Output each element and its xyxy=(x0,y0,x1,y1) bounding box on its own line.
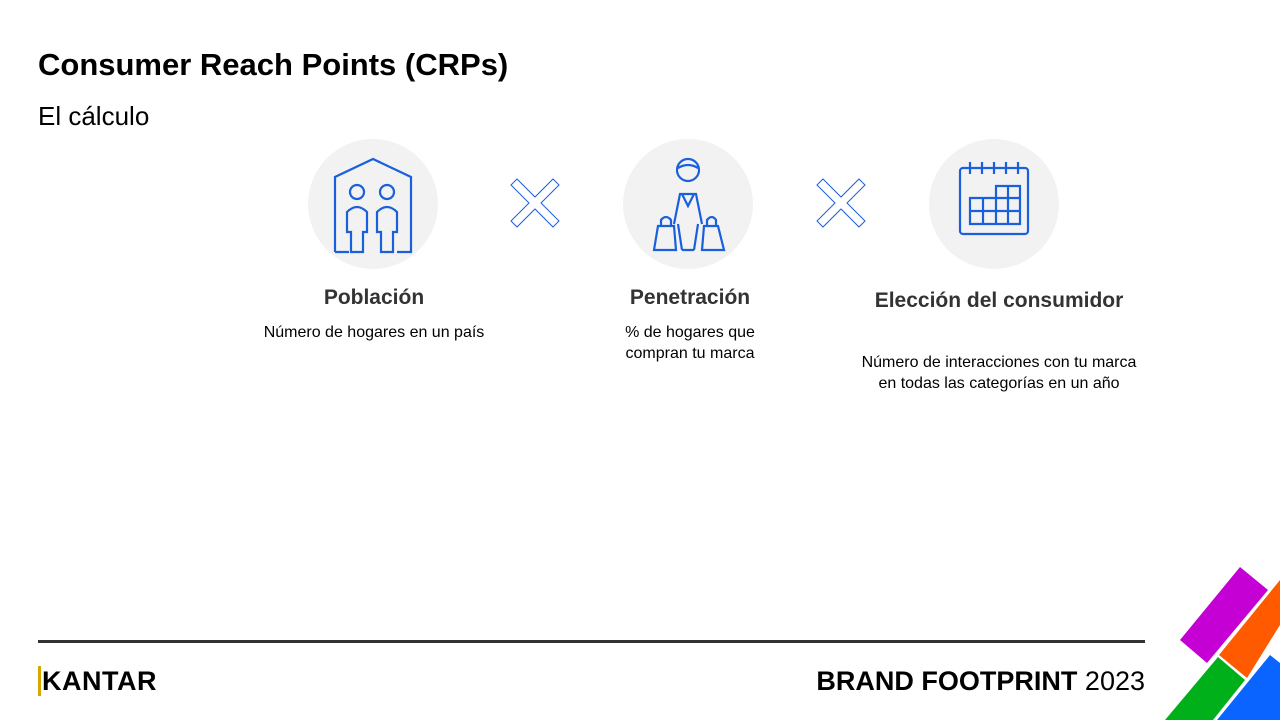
calendar-icon xyxy=(929,139,1059,269)
orange-stripe xyxy=(1219,580,1280,678)
kantar-logo: KANTAR xyxy=(38,666,157,697)
item-description: Número de hogares en un país xyxy=(263,324,485,341)
shopper-icon xyxy=(623,139,753,269)
multiply-icon xyxy=(510,178,560,228)
blue-stripe xyxy=(1217,655,1280,720)
page-subtitle: El cálculo xyxy=(38,101,150,131)
brand-footprint-label: BRAND FOOTPRINT 2023 xyxy=(816,666,1145,696)
house-family-icon xyxy=(308,139,438,269)
multiply-icon xyxy=(816,178,866,228)
item-description: Número de interacciones con tu marca en … xyxy=(861,354,1137,392)
page-title: Consumer Reach Points (CRPs) xyxy=(38,47,509,82)
item-heading: Penetración xyxy=(629,286,751,309)
footer-divider xyxy=(38,640,1145,643)
green-stripe xyxy=(1165,657,1245,720)
item-heading: Población xyxy=(323,286,425,309)
item-description: % de hogares que compran tu marca xyxy=(625,324,755,362)
item-heading: Elección del consumidor xyxy=(874,289,1124,312)
purple-stripe xyxy=(1180,567,1268,663)
